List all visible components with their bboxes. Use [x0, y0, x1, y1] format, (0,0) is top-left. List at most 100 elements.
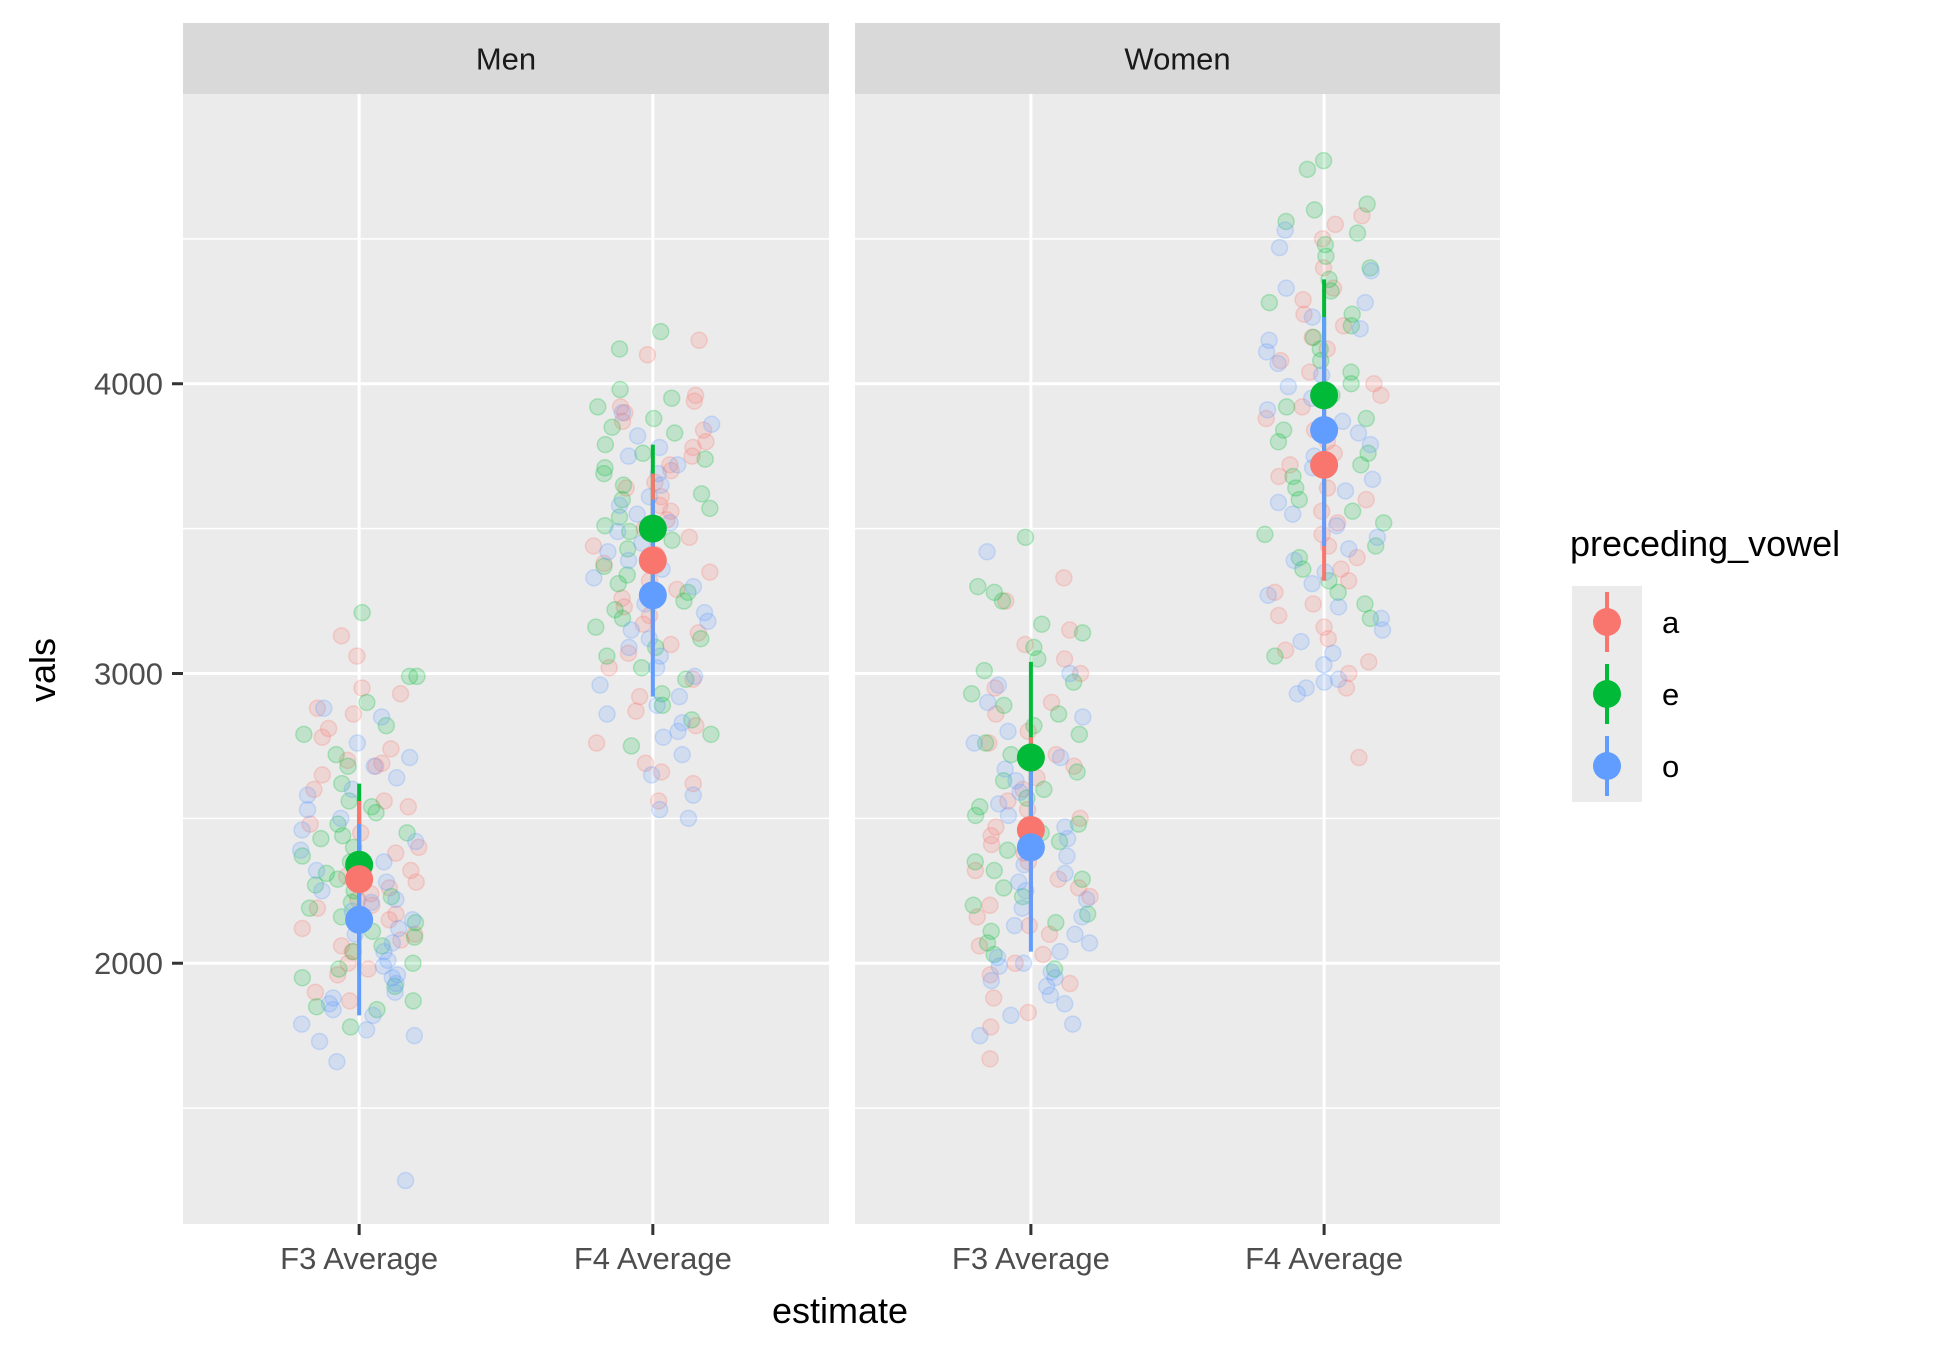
data-point-e: [611, 380, 629, 399]
data-point-e: [966, 853, 984, 871]
data-point-a: [301, 815, 319, 833]
data-point-a: [332, 937, 351, 955]
data-point-o: [1356, 293, 1374, 312]
data-point-a: [340, 992, 359, 1010]
data-point-a: [684, 774, 702, 793]
data-point-a: [1060, 621, 1079, 639]
data-point-o: [1368, 528, 1387, 547]
data-point-a: [1049, 870, 1068, 888]
data-point-o: [978, 693, 997, 712]
data-point-a: [968, 908, 987, 926]
data-point-o: [1327, 516, 1346, 535]
data-point-a: [1304, 595, 1322, 613]
data-point-e: [1047, 913, 1065, 932]
data-point-o: [375, 853, 393, 871]
data-point-o: [628, 427, 647, 445]
mean-point-a: [345, 865, 374, 894]
legend-key-point-o: [1593, 752, 1621, 780]
data-point-a: [613, 589, 631, 607]
data-point-o: [1002, 1006, 1020, 1025]
data-point-e: [683, 711, 701, 729]
data-point-a: [1303, 328, 1321, 347]
y-tick-label: 4000: [94, 367, 163, 402]
data-point-e: [665, 424, 684, 442]
data-point-e: [1025, 638, 1043, 657]
data-point-e: [1343, 305, 1361, 323]
data-point-o: [1061, 664, 1079, 683]
data-point-o: [650, 800, 669, 819]
data-point-a: [981, 1018, 1000, 1036]
data-point-e: [1269, 432, 1288, 451]
data-point-e: [339, 757, 357, 775]
data-point-a: [313, 728, 332, 746]
data-point-a: [1360, 653, 1378, 671]
data-point-a: [407, 873, 425, 891]
data-point-e: [610, 340, 629, 358]
data-point-e: [964, 896, 983, 915]
data-point-e: [1050, 832, 1069, 851]
data-point-a: [1061, 974, 1079, 993]
data-point-e: [1361, 259, 1379, 277]
data-point-e: [1316, 235, 1335, 254]
data-point-e: [969, 577, 987, 596]
data-point-e: [400, 667, 419, 686]
mean-point-a: [1310, 450, 1339, 479]
data-point-e: [632, 658, 651, 677]
data-point-e: [962, 685, 981, 703]
data-point-o: [365, 757, 384, 775]
data-point-e: [620, 522, 639, 541]
data-point-o: [1058, 847, 1076, 865]
data-point-o: [1260, 331, 1278, 350]
data-point-a: [1069, 879, 1088, 897]
data-point-o: [328, 1052, 346, 1071]
data-point-a: [1269, 606, 1288, 625]
data-point-e: [696, 450, 714, 468]
data-point-e: [408, 667, 426, 686]
data-point-a: [1372, 386, 1390, 405]
data-point-o: [670, 687, 689, 706]
data-point-o: [1037, 977, 1056, 996]
data-point-a: [1314, 259, 1333, 277]
data-point-o: [1312, 366, 1331, 384]
data-point-e: [976, 734, 995, 752]
data-point-a: [684, 670, 702, 689]
data-point-a: [406, 925, 424, 944]
data-point-a: [305, 780, 323, 799]
data-point-a: [613, 412, 632, 431]
data-point-a: [611, 398, 630, 416]
legend-label-e: e: [1662, 677, 1679, 712]
data-point-e: [1260, 293, 1279, 312]
strip-label: Men: [476, 42, 536, 77]
data-point-a: [683, 447, 701, 465]
data-point-o: [313, 882, 331, 900]
legend-key-point-e: [1593, 680, 1621, 708]
data-point-o: [619, 551, 638, 570]
y-tick-label: 2000: [94, 946, 163, 981]
data-point-e: [341, 1018, 360, 1036]
data-point-a: [970, 937, 989, 955]
data-point-o: [1010, 873, 1028, 891]
data-point-e: [702, 725, 720, 744]
data-point-e: [1304, 328, 1323, 347]
data-point-e: [1035, 780, 1053, 799]
data-point-e: [330, 960, 348, 978]
data-point-a: [1294, 290, 1312, 309]
data-point-o: [989, 795, 1008, 813]
data-point-o: [1361, 435, 1380, 454]
data-point-a: [684, 438, 702, 457]
data-point-e: [329, 815, 347, 833]
data-point-a: [587, 734, 606, 752]
data-point-a: [638, 346, 657, 364]
data-point-e: [634, 444, 652, 463]
data-point-o: [386, 983, 404, 1001]
data-point-o: [1373, 621, 1392, 639]
data-point-o: [1283, 505, 1302, 523]
data-point-o: [1315, 673, 1334, 691]
data-point-e: [613, 609, 632, 628]
data-point-a: [1065, 757, 1083, 775]
data-point-o: [315, 699, 333, 718]
data-point-e: [1049, 705, 1068, 723]
data-point-a: [359, 960, 377, 978]
data-point-o: [978, 543, 996, 561]
data-point-a: [1270, 467, 1288, 486]
